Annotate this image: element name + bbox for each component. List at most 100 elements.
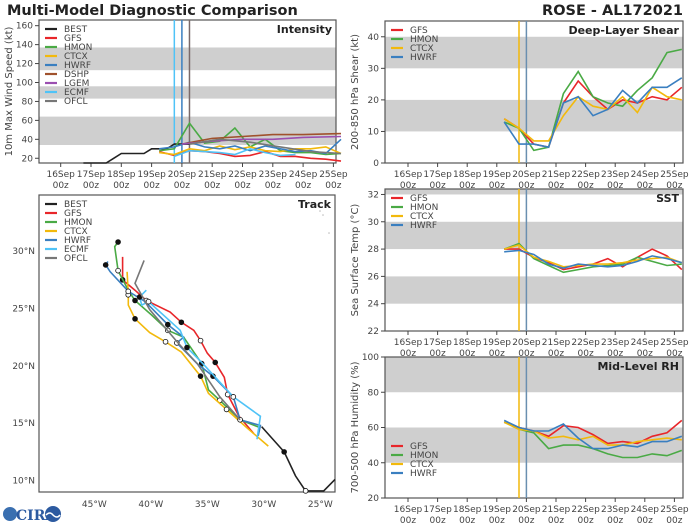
y-tick-label: 10: [368, 127, 380, 137]
series-line-ofcl: [189, 138, 342, 155]
x-tick-label: 20Sep 00z: [168, 170, 197, 191]
x-tick-label: 25Sep 00z: [319, 170, 348, 191]
track-line-hwrf: [104, 261, 262, 436]
cira-logo: CIRA: [3, 506, 61, 524]
x-tick-label: 23Sep 00z: [601, 338, 630, 359]
y-tick-label: 140: [16, 41, 33, 51]
lat-label: 25°N: [12, 305, 35, 315]
x-tick-label: 16Sep 00z: [394, 170, 423, 191]
x-tick-label: 16Sep 00z: [394, 505, 423, 525]
y-tick-label: 160: [16, 22, 33, 32]
threshold-band: [385, 99, 683, 132]
plot-frame: [38, 19, 337, 164]
threshold-band: [385, 357, 683, 393]
legend-label: LGEM: [64, 79, 89, 89]
x-tick-label: 21Sep 00z: [542, 170, 571, 191]
threshold-band: [385, 36, 683, 69]
y-tick-label: 0: [373, 159, 379, 169]
y-axis-label: 10m Max Wind Speed (kt): [4, 26, 15, 156]
series-line-dshp: [181, 132, 342, 145]
legend-label: HMON: [410, 35, 438, 45]
track-position-marker: [162, 338, 169, 345]
legend-label: GFS: [410, 194, 428, 204]
x-tick-label: 20Sep 00z: [512, 338, 541, 359]
x-tick-label: 19Sep 00z: [483, 505, 512, 525]
track-position-marker: [145, 298, 152, 305]
y-tick-label: 26: [368, 272, 380, 282]
lon-label: 40°W: [138, 500, 163, 510]
legend-label: ECMF: [64, 88, 89, 98]
x-tick-label: 22Sep 00z: [571, 338, 600, 359]
x-tick-label: 18Sep 00z: [453, 170, 482, 191]
track-position-marker: [197, 337, 204, 344]
legend-label: CTCX: [410, 212, 434, 222]
legend-label: HWRF: [64, 236, 91, 246]
x-tick-label: 25Sep 00z: [660, 505, 689, 525]
x-tick-label: 25Sep 00z: [660, 338, 689, 359]
island: [328, 232, 330, 234]
y-tick-label: 22: [368, 327, 379, 337]
legend-label: HWRF: [410, 469, 437, 479]
track-position-marker: [302, 488, 309, 494]
x-tick-label: 19Sep 00z: [483, 170, 512, 191]
plot-frame: [384, 20, 684, 164]
track-position-marker: [230, 394, 237, 400]
x-tick-label: 16Sep 00z: [394, 338, 423, 359]
panel-title: Mid-Level RH: [597, 360, 679, 373]
track-line-best: [261, 426, 336, 492]
x-tick-label: 22Sep 00z: [571, 505, 600, 525]
island: [319, 210, 321, 212]
x-tick-label: 18Sep 00z: [107, 170, 136, 191]
panel-title: SST: [656, 192, 679, 205]
y-tick-label: 60: [22, 116, 34, 126]
y-tick-label: 20: [22, 154, 34, 164]
lat-label: 15°N: [12, 419, 35, 429]
track-position-marker: [164, 321, 171, 328]
legend-label: OFCL: [64, 254, 88, 264]
legend-label: OFCL: [64, 97, 88, 107]
x-tick-label: 17Sep 00z: [77, 170, 106, 191]
threshold-band: [385, 221, 683, 250]
x-tick-label: 24Sep 00z: [289, 170, 318, 191]
panel-title: Intensity: [277, 23, 332, 36]
legend-label: GFS: [410, 442, 428, 452]
series-line-hwrf: [503, 419, 683, 450]
track-position-marker: [115, 267, 121, 274]
panel-track: 45°W 40°W 35°W 30°W 25°W 10°N 15°N 20°N 25°N 30°N…: [12, 194, 336, 510]
y-tick-label: 20: [368, 494, 380, 504]
y-tick-label: 120: [16, 60, 33, 70]
y-tick-label: 100: [362, 353, 379, 363]
series-line-hmon: [503, 242, 682, 274]
track-line-ctcx: [126, 271, 269, 447]
lon-label: 30°W: [251, 500, 276, 510]
legend-label: HMON: [410, 451, 438, 461]
track-line-ofcl: [134, 260, 241, 421]
x-tick-label: 18Sep 00z: [453, 338, 482, 359]
legend-label: GFS: [64, 34, 82, 44]
track-position-marker: [178, 319, 185, 326]
x-tick-label: 24Sep 00z: [631, 505, 660, 525]
x-tick-label: 17Sep 00z: [423, 170, 452, 191]
island: [322, 214, 324, 216]
track-position-marker: [212, 359, 219, 366]
y-axis-label: Sea Surface Temp (°C): [350, 204, 361, 317]
plot-frame: [384, 188, 684, 332]
lat-label: 20°N: [12, 362, 35, 372]
y-tick-label: 28: [368, 245, 380, 255]
series-line-hwrf: [503, 77, 683, 149]
track-position-marker: [197, 373, 204, 379]
track-line-ecmf: [138, 289, 262, 440]
track-position-marker: [115, 239, 121, 245]
threshold-band: [39, 116, 336, 146]
series-line-hmon: [503, 48, 682, 152]
legend-label: GFS: [64, 209, 82, 219]
legend-label: CTCX: [410, 460, 434, 470]
legend-label: CTCX: [64, 227, 88, 237]
x-tick-label: 20Sep 00z: [512, 170, 541, 191]
x-tick-label: 21Sep 00z: [542, 338, 571, 359]
y-tick-label: 24: [368, 300, 380, 310]
y-tick-label: 80: [368, 388, 380, 398]
